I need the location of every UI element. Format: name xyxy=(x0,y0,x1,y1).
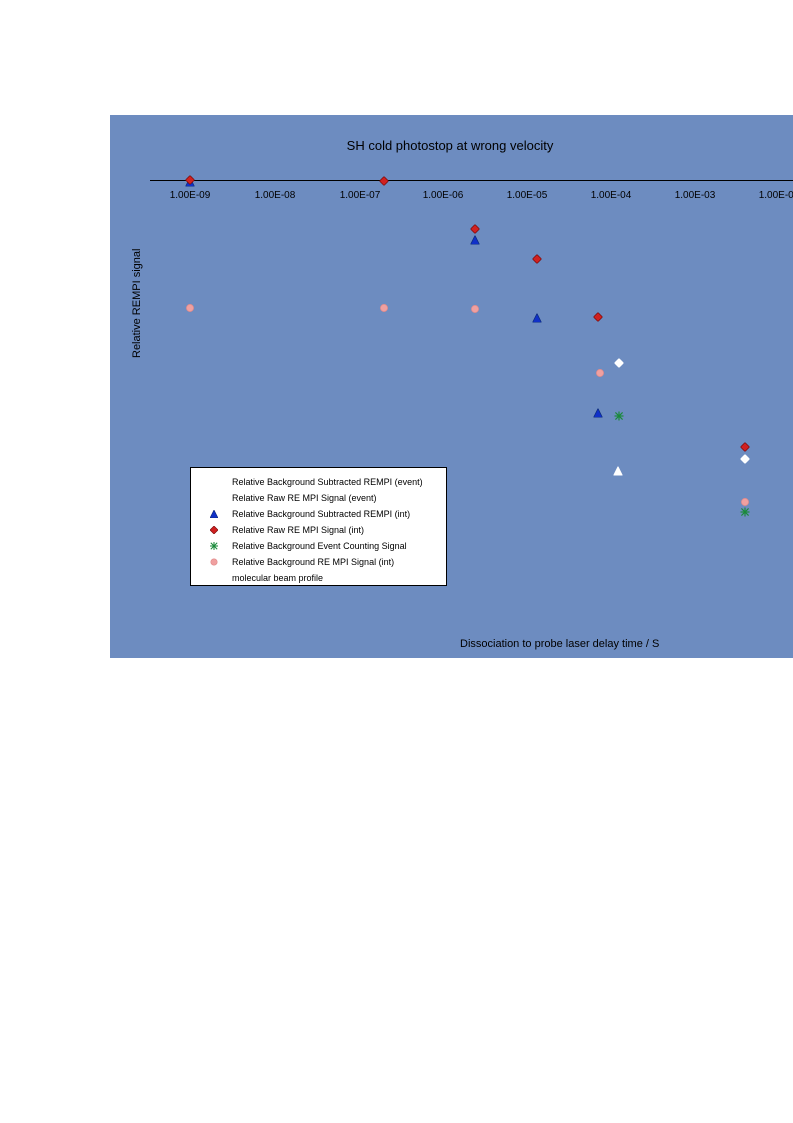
legend-item: Relative Raw RE MPI Signal (int) xyxy=(201,522,436,538)
legend-item: Relative Background Event Counting Signa… xyxy=(201,538,436,554)
data-point xyxy=(186,304,195,313)
data-point xyxy=(741,498,750,507)
data-point xyxy=(380,304,389,313)
legend-swatch xyxy=(201,508,227,520)
legend-swatch xyxy=(201,556,227,568)
x-axis-label: Dissociation to probe laser delay time /… xyxy=(460,638,659,650)
data-point xyxy=(615,359,624,368)
legend-label: Relative Raw RE MPI Signal (event) xyxy=(232,493,377,503)
legend-item: Relative Raw RE MPI Signal (event) xyxy=(201,490,436,506)
data-point xyxy=(594,409,603,418)
legend-item: Relative Background RE MPI Signal (int) xyxy=(201,554,436,570)
legend-swatch xyxy=(201,540,227,552)
x-tick-label: 1.00E-07 xyxy=(340,190,381,201)
legend-item: Relative Background Subtracted REMPI (in… xyxy=(201,506,436,522)
data-point xyxy=(741,443,750,452)
data-point xyxy=(741,508,750,517)
data-point xyxy=(471,225,480,234)
y-axis-label: Relative REMPI signal xyxy=(131,249,143,358)
x-tick-label: 1.00E-06 xyxy=(423,190,464,201)
legend-label: molecular beam profile xyxy=(232,573,323,583)
data-point xyxy=(594,313,603,322)
legend-swatch xyxy=(201,492,227,504)
legend-swatch xyxy=(201,572,227,584)
data-point xyxy=(471,236,480,245)
legend-label: Relative Raw RE MPI Signal (int) xyxy=(232,525,364,535)
x-tick-label: 1.00E-08 xyxy=(255,190,296,201)
data-point xyxy=(614,467,623,476)
data-point xyxy=(186,176,195,185)
data-point xyxy=(741,455,750,464)
data-point xyxy=(471,305,480,314)
legend-label: Relative Background Subtracted REMPI (in… xyxy=(232,509,410,519)
x-tick-label: 1.00E-03 xyxy=(675,190,716,201)
data-point xyxy=(380,177,389,186)
x-tick-label: 1.00E-05 xyxy=(507,190,548,201)
x-axis-line xyxy=(150,180,793,181)
chart-title: SH cold photostop at wrong velocity xyxy=(347,138,554,153)
data-point xyxy=(533,255,542,264)
legend-item: Relative Background Subtracted REMPI (ev… xyxy=(201,474,436,490)
legend-label: Relative Background Event Counting Signa… xyxy=(232,541,407,551)
x-tick-label: 1.00E-04 xyxy=(591,190,632,201)
data-point xyxy=(533,314,542,323)
x-tick-label: 1.00E-02 xyxy=(759,190,793,201)
data-point xyxy=(615,412,624,421)
chart-legend: Relative Background Subtracted REMPI (ev… xyxy=(190,467,447,586)
data-point xyxy=(596,369,605,378)
legend-swatch xyxy=(201,524,227,536)
legend-item: molecular beam profile xyxy=(201,570,436,586)
x-tick-label: 1.00E-09 xyxy=(170,190,211,201)
legend-swatch xyxy=(201,476,227,488)
legend-label: Relative Background Subtracted REMPI (ev… xyxy=(232,477,423,487)
legend-label: Relative Background RE MPI Signal (int) xyxy=(232,557,394,567)
